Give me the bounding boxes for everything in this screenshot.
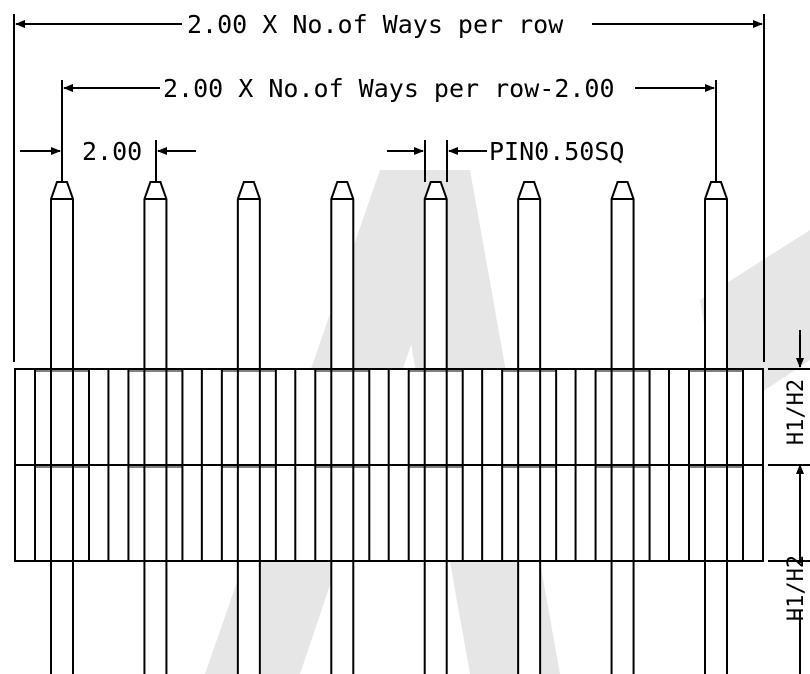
dim-total-width: [13, 14, 765, 362]
dim-pitch-label: 2.00: [82, 137, 142, 166]
housing: [668, 464, 764, 562]
dim-inner-width-label: 2.00 X No.of Ways per row-2.00: [163, 74, 615, 103]
housing: [481, 368, 578, 466]
housing: [294, 368, 391, 466]
housing: [107, 464, 204, 562]
housing: [294, 464, 391, 562]
housing: [574, 464, 671, 562]
housing: [668, 368, 764, 466]
dim-pin-label: PIN0.50SQ: [489, 137, 624, 166]
dim-total-width-label: 2.00 X No.of Ways per row: [187, 10, 564, 39]
dim-pitch: [20, 140, 196, 182]
housing: [387, 464, 484, 562]
housing: [107, 368, 204, 466]
housings-group: [14, 368, 764, 562]
dim-pin: [387, 140, 487, 182]
housing: [14, 368, 110, 466]
dim-height: [768, 330, 810, 674]
housing: [200, 368, 297, 466]
housing: [200, 464, 297, 562]
housing: [387, 368, 484, 466]
housing: [14, 464, 110, 562]
housing: [574, 368, 671, 466]
dim-height-bottom-label: H1/H2: [784, 555, 809, 621]
housing: [481, 464, 578, 562]
dim-height-top-label: H1/H2: [784, 379, 809, 445]
